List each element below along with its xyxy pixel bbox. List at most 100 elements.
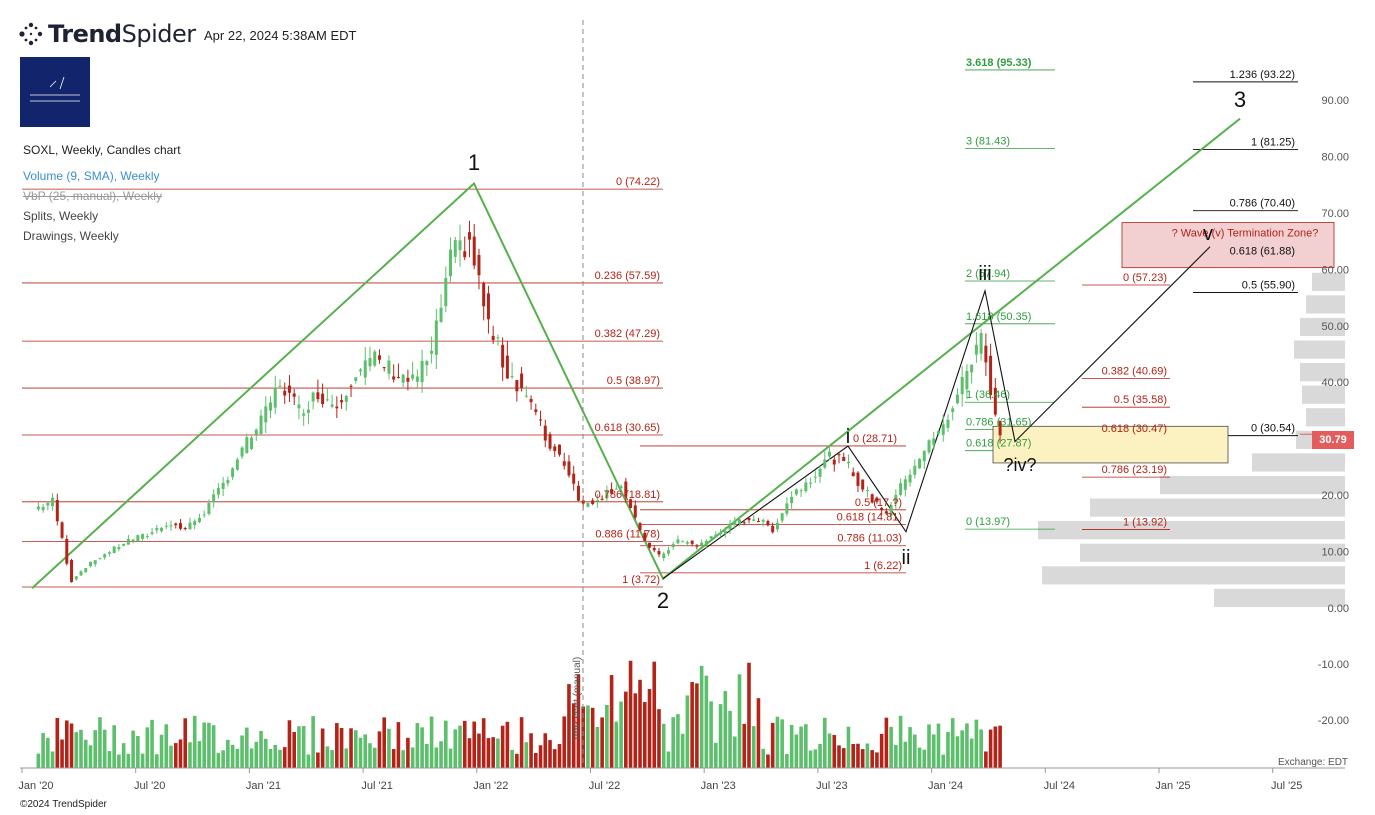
candle-body bbox=[794, 489, 798, 495]
volume-bar bbox=[690, 681, 694, 768]
wave-iv-fib-label: 0 (57.23) bbox=[1123, 272, 1167, 284]
volume-bar bbox=[320, 728, 325, 768]
candle-body bbox=[202, 514, 206, 516]
volume-bar bbox=[164, 724, 169, 768]
volume-bar bbox=[841, 748, 846, 768]
legend-vbp[interactable]: VbP (25, manual), Weekly bbox=[23, 189, 162, 203]
volume-bar bbox=[410, 747, 415, 768]
candle-body bbox=[676, 539, 680, 544]
volume-bar bbox=[377, 731, 382, 768]
y-tick-label: 90.00 bbox=[1321, 95, 1349, 107]
volume-bar bbox=[453, 729, 458, 768]
wave-iv-fib-label: 0.5 (35.58) bbox=[1114, 394, 1167, 406]
ticker-logo bbox=[20, 57, 90, 127]
volume-bar bbox=[207, 722, 211, 768]
volume-bar bbox=[614, 721, 619, 768]
volume-bar bbox=[927, 724, 931, 768]
volume-bar bbox=[443, 720, 448, 768]
candle-body bbox=[610, 489, 614, 494]
candle-body bbox=[851, 472, 855, 477]
volume-bar bbox=[74, 732, 79, 768]
legend-title[interactable]: SOXL, Weekly, Candles chart bbox=[23, 143, 181, 157]
candle-body bbox=[472, 236, 476, 266]
candle-body bbox=[974, 344, 978, 355]
candle-body bbox=[633, 505, 637, 518]
volume-bar bbox=[391, 749, 396, 768]
volume-bar bbox=[259, 730, 263, 768]
legend-splits[interactable]: Splits, Weekly bbox=[23, 209, 99, 223]
legend-volume[interactable]: Volume (9, SMA), Weekly bbox=[23, 169, 160, 183]
retracement-label: 1 (3.72) bbox=[622, 574, 660, 586]
candle-body bbox=[918, 458, 922, 469]
candle-body bbox=[723, 531, 727, 535]
candle-body bbox=[401, 374, 405, 383]
candle-body bbox=[425, 361, 429, 366]
y-tick-label: 80.00 bbox=[1321, 151, 1349, 163]
candle-body bbox=[586, 503, 590, 507]
y-tick-label: 20.00 bbox=[1321, 490, 1349, 502]
candle-body bbox=[965, 371, 969, 390]
volume-bar bbox=[330, 750, 334, 768]
volume-bar bbox=[936, 723, 941, 768]
volume-bar bbox=[221, 750, 225, 768]
candle-body bbox=[761, 519, 765, 522]
volume-bar bbox=[548, 740, 552, 768]
volume-bar bbox=[993, 726, 998, 768]
candle-body bbox=[107, 552, 111, 554]
candle-body bbox=[529, 398, 533, 403]
extension-label: 2 (57.94) bbox=[966, 268, 1010, 280]
candle-body bbox=[41, 507, 45, 511]
volume-bar bbox=[775, 716, 780, 768]
candle-body bbox=[126, 539, 130, 545]
candle-body bbox=[178, 523, 182, 529]
vbp-bar bbox=[1038, 521, 1345, 540]
volume-bar bbox=[941, 754, 946, 768]
volume-bar bbox=[41, 733, 45, 768]
candle-body bbox=[325, 399, 329, 401]
volume-bar bbox=[60, 739, 64, 768]
candle-body bbox=[662, 553, 666, 559]
candle-body bbox=[747, 517, 751, 521]
candle-body bbox=[373, 351, 377, 366]
volume-bar bbox=[633, 693, 638, 768]
candle-body bbox=[136, 535, 140, 542]
candle-body bbox=[809, 482, 813, 484]
volume-bar bbox=[832, 734, 837, 768]
candle-body bbox=[250, 437, 254, 450]
volume-bar bbox=[600, 717, 604, 768]
candle-body bbox=[164, 525, 168, 527]
volume-bar bbox=[676, 714, 680, 768]
wave-ii-fib-label: 0.5 (17.?) bbox=[855, 497, 902, 509]
candle-body bbox=[55, 499, 59, 522]
candle-body bbox=[259, 415, 263, 434]
volume-bar bbox=[557, 744, 562, 768]
volume-bar bbox=[794, 734, 799, 768]
candle-body bbox=[619, 486, 623, 489]
volume-bar bbox=[718, 704, 723, 768]
volume-bar bbox=[974, 719, 979, 768]
volume-bar bbox=[889, 726, 893, 768]
brand-header: TrendSpider bbox=[18, 20, 196, 48]
candle-body bbox=[643, 532, 647, 541]
candle-body bbox=[742, 522, 746, 524]
volume-bar bbox=[462, 720, 467, 768]
candle-body bbox=[562, 461, 566, 466]
candle-body bbox=[970, 364, 974, 373]
retracement-label: 0.5 (38.97) bbox=[607, 375, 660, 387]
candle-body bbox=[160, 527, 164, 532]
volume-bar bbox=[368, 743, 372, 768]
volume-bar bbox=[619, 701, 623, 768]
volume-bar bbox=[552, 749, 557, 768]
candle-body bbox=[704, 540, 708, 545]
volume-bar bbox=[249, 748, 254, 768]
volume-bar bbox=[562, 716, 567, 768]
wave-iv-fib-label: 1 (13.92) bbox=[1123, 516, 1167, 528]
candle-body bbox=[269, 402, 273, 411]
candle-body bbox=[316, 392, 320, 400]
wave-label-6: ?iv? bbox=[1003, 455, 1036, 475]
volume-bar bbox=[666, 751, 671, 768]
candle-body bbox=[719, 532, 723, 534]
vbp-bar bbox=[1294, 340, 1345, 359]
legend-drawings[interactable]: Drawings, Weekly bbox=[23, 229, 119, 243]
